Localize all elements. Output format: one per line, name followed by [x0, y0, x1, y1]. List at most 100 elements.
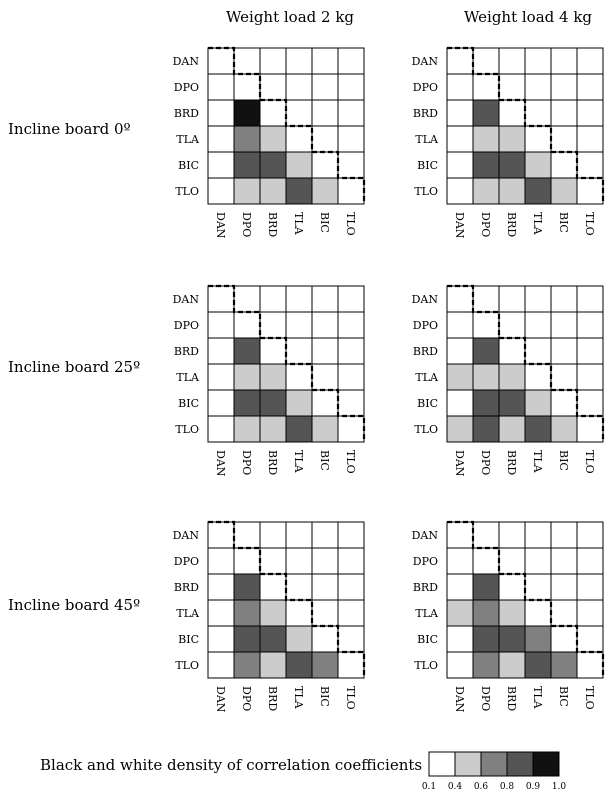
heatmap-cell-brd-dan: [446, 337, 474, 365]
row-label-dan: DAN: [173, 529, 200, 542]
heatmap-cell-dpo-dan: [446, 311, 474, 339]
row-label-tlo: TLO: [175, 659, 199, 672]
heatmap-cell-dan-dan: [207, 521, 235, 549]
row-title-incline-25: Incline board 25º: [8, 358, 140, 376]
heatmap-cell-tla-dpo: [233, 599, 261, 627]
column-label-brd: BRD: [266, 212, 279, 237]
heatmap-cell-tlo-brd: [498, 177, 526, 205]
heatmap-cell-brd-tlo: [337, 337, 365, 365]
row-label-tla: TLA: [415, 607, 439, 620]
column-label-tlo: TLO: [583, 686, 596, 710]
diagonal-dashed-outline: [447, 284, 605, 442]
row-label-tla: TLA: [176, 133, 200, 146]
row-label-dpo: DPO: [174, 555, 199, 568]
heatmap-cell-dpo-dpo: [472, 547, 500, 575]
heatmap-cell-dpo-dan: [207, 73, 235, 101]
heatmap-cell-bic-brd: [498, 389, 526, 417]
heatmap-cell-tla-dan: [446, 363, 474, 391]
heatmap-cell-dan-brd: [498, 47, 526, 75]
heatmap-cell-brd-tla: [524, 337, 552, 365]
heatmap-cell-bic-tlo: [337, 625, 365, 653]
heatmap-panel-incline-board-45-weight-load-2-kg: DAN DPO BRD TLA BIC TLO DAN DPO BRD TLA BIC TLO: [173, 520, 366, 713]
heatmap-cell-tlo-dan: [446, 177, 474, 205]
row-label-dpo: DPO: [413, 319, 438, 332]
heatmap-cell-dan-tla: [285, 285, 313, 313]
column-label-dpo: DPO: [240, 450, 253, 475]
heatmap-cell-bic-bic: [550, 625, 578, 653]
heatmap-cell-tla-tla: [524, 363, 552, 391]
heatmap-cell-brd-bic: [311, 337, 339, 365]
heatmap-cell-tlo-brd: [259, 651, 287, 679]
row-label-tla: TLA: [176, 371, 200, 384]
legend-tick-0.9: 0.9: [526, 782, 541, 792]
heatmap-cell-dan-brd: [498, 285, 526, 313]
heatmap-cell-brd-brd: [498, 573, 526, 601]
heatmap-cell-dpo-brd: [259, 311, 287, 339]
heatmap-cell-bic-dpo: [472, 389, 500, 417]
heatmap-cell-tlo-tlo: [337, 415, 365, 443]
heatmap-cell-dan-brd: [498, 521, 526, 549]
heatmap-cell-brd-tlo: [576, 99, 604, 127]
heatmap-cell-brd-brd: [259, 337, 287, 365]
heatmap-cell-brd-bic: [550, 99, 578, 127]
column-label-dan: DAN: [453, 686, 466, 713]
heatmap-cell-dan-tlo: [337, 47, 365, 75]
heatmap-cell-dpo-tlo: [337, 73, 365, 101]
column-label-tla: TLA: [531, 212, 544, 236]
titles: Weight load 2 kg Weight load 4 kg Inclin…: [8, 8, 592, 614]
column-label-tla: TLA: [292, 450, 305, 474]
heatmap-cell-brd-dpo: [472, 573, 500, 601]
heatmap-cell-bic-dan: [207, 389, 235, 417]
row-label-tlo: TLO: [414, 423, 438, 436]
row-label-dan: DAN: [412, 55, 439, 68]
heatmap-cell-dan-bic: [311, 521, 339, 549]
heatmap-cell-dpo-dan: [446, 547, 474, 575]
heatmap-panel-incline-board-45-weight-load-4-kg: DAN DPO BRD TLA BIC TLO DAN DPO BRD TLA BIC TLO: [412, 520, 605, 713]
heatmap-cell-tlo-dpo: [233, 415, 261, 443]
heatmap-cell-dan-dpo: [233, 521, 261, 549]
heatmap-cell-tla-dpo: [472, 125, 500, 153]
heatmap-cell-tla-bic: [550, 599, 578, 627]
row-label-dpo: DPO: [413, 81, 438, 94]
heatmap-cell-tla-dan: [446, 599, 474, 627]
row-label-bic: BIC: [178, 633, 199, 646]
heatmap-cell-tla-tlo: [576, 125, 604, 153]
heatmap-cell-bic-dpo: [233, 389, 261, 417]
heatmap-cell-bic-bic: [550, 389, 578, 417]
row-label-tlo: TLO: [175, 423, 199, 436]
row-label-brd: BRD: [413, 581, 438, 594]
heatmap-panel-incline-board-25-weight-load-2-kg: DAN DPO BRD TLA BIC TLO DAN DPO BRD TLA BIC TLO: [173, 284, 366, 477]
heatmap-cell-tlo-bic: [550, 415, 578, 443]
heatmap-cell-tlo-brd: [259, 177, 287, 205]
heatmap-cell-dan-tlo: [576, 47, 604, 75]
heatmap-cell-tla-tla: [524, 125, 552, 153]
heatmap-cell-dpo-tla: [524, 73, 552, 101]
heatmap-cell-dan-dpo: [233, 285, 261, 313]
heatmap-cell-tlo-dan: [207, 415, 235, 443]
heatmap-cell-tla-tlo: [576, 363, 604, 391]
heatmap-cell-tlo-tla: [285, 651, 313, 679]
column-label-bic: BIC: [557, 450, 570, 471]
heatmap-cell-dpo-tla: [524, 547, 552, 575]
column-label-dan: DAN: [214, 450, 227, 477]
column-label-bic: BIC: [318, 686, 331, 707]
heatmap-cell-dpo-brd: [498, 73, 526, 101]
heatmap-cell-tlo-bic: [311, 177, 339, 205]
heatmap-cell-tla-dan: [446, 125, 474, 153]
heatmap-cell-tla-tlo: [337, 363, 365, 391]
heatmap-cell-bic-dpo: [233, 625, 261, 653]
heatmap-cell-bic-brd: [498, 625, 526, 653]
heatmap-cell-tla-dpo: [233, 363, 261, 391]
heatmap-cell-dpo-tla: [524, 311, 552, 339]
heatmap-cell-dpo-brd: [498, 547, 526, 575]
legend-tick-0.6: 0.6: [474, 782, 489, 792]
heatmap-cell-tla-tla: [524, 599, 552, 627]
heatmap-cell-dan-dan: [207, 285, 235, 313]
column-label-brd: BRD: [505, 450, 518, 475]
diagonal-dashed-outline: [447, 520, 605, 678]
heatmap-cell-tlo-bic: [311, 651, 339, 679]
heatmap-cell-tla-tlo: [337, 125, 365, 153]
heatmap-cell-brd-brd: [498, 99, 526, 127]
row-label-brd: BRD: [174, 345, 199, 358]
heatmap-cell-brd-dan: [207, 573, 235, 601]
